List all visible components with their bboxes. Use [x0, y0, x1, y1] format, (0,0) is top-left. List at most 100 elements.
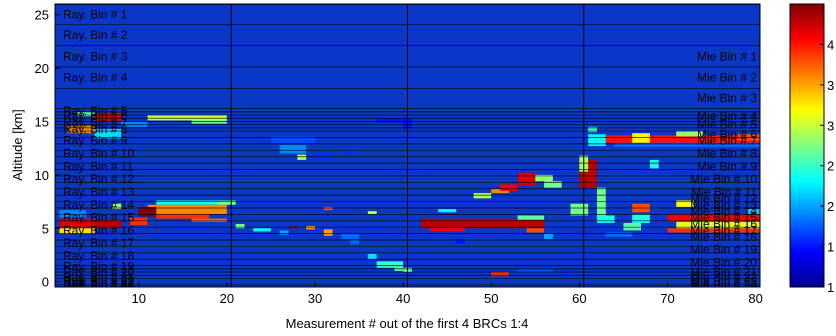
mie-bin-label: Mie Bin # 11: [691, 185, 757, 199]
mie-bin-label: Mie Bin # 7: [697, 134, 757, 148]
mie-bin-label: Mie Bin # 21: [690, 265, 757, 279]
heatmap-cell: [314, 153, 333, 159]
colorbar-tick-label: 1: [827, 240, 834, 255]
heatmap-cell: [297, 154, 307, 160]
x-tick-label: 60: [572, 291, 586, 306]
y-tick-label: 20: [35, 61, 49, 76]
plot-frame: [54, 3, 761, 288]
mie-bin-label: Mie Bin # 5: [697, 118, 757, 132]
mie-bin-label: Mie Bin # 17: [690, 223, 757, 237]
heatmap-cell: [614, 142, 760, 148]
heatmap-cell: [667, 214, 760, 222]
heatmap-cell: [455, 238, 465, 244]
heatmap-cell: [376, 118, 404, 123]
mie-bin-label: Mie Bin # 1: [697, 49, 757, 63]
ray-bin-labels: Ray. Bin # 1 Ray. Bin # 2 Ray. Bin # 3 Ray.…: [63, 8, 134, 290]
brc-separator-lines: [230, 4, 585, 287]
heatmap-cell: [517, 215, 545, 220]
ray-bin-label: Ray. Bin # 3: [63, 49, 128, 63]
x-tick-label: 70: [660, 291, 674, 306]
ray-bin-label: Ray. Bin # 19: [63, 260, 134, 274]
heatmap-cell: [632, 214, 650, 223]
heatmap-cell: [341, 233, 360, 239]
ray-bin-label: Ray. Bin # 4: [63, 71, 128, 85]
x-axis-label: Measurement # out of the first 4 BRCs 1:…: [286, 316, 529, 331]
ray-bin-label: Ray. Bin # 11: [63, 159, 134, 173]
heatmap-cell: [191, 120, 227, 124]
heatmap-cell: [323, 229, 333, 236]
mie-bin-label: Mie Bin # 4: [697, 109, 757, 123]
heatmap-cell: [438, 209, 456, 213]
heatmap-cell: [394, 267, 404, 271]
heatmap-cell: [279, 230, 289, 235]
heatmap-cell: [517, 172, 536, 186]
ray-bin-label: Ray. Bin # 7: [63, 116, 128, 130]
ray-bin-label: Ray. Bin # 23: [63, 276, 134, 290]
mie-bin-label: Mie Bin # 20: [690, 255, 757, 269]
mie-bin-label: Mie Bin # 24: [690, 278, 757, 292]
heatmap-cell: [306, 226, 315, 230]
colorbar-ticks: 1 1 2 2 3 3 4: [820, 37, 834, 295]
heatmap-cell: [94, 112, 122, 122]
ray-bin-label: Ray. Bin # 2: [63, 28, 128, 42]
ray-bin-label: Ray. Bin # 10: [63, 147, 134, 161]
ray-bin-label: Ray. Bin # 20: [63, 265, 134, 279]
colorbar-tick-label: 1: [827, 280, 834, 295]
mie-bin-label: Mie Bin # 22: [690, 270, 757, 284]
ray-bin-label: Ray. Bin # 17: [63, 236, 134, 250]
mie-bin-label: Mie Bin # 18: [690, 230, 757, 244]
mie-bin-label: Mie Bin # 12: [690, 191, 757, 205]
colorbar-tick-label: 3: [827, 78, 834, 93]
heatmap-cell: [667, 228, 760, 233]
heatmap-cell: [605, 232, 633, 237]
y-axis-label: Altitude [km]: [10, 109, 25, 181]
mie-bin-label: Mie Bin # 23: [690, 275, 757, 289]
heatmap-cell: [526, 228, 545, 233]
colorbar-tick-label: 3: [827, 118, 834, 133]
heatmap-cell: [596, 187, 606, 218]
heatmap-cell: [535, 174, 553, 182]
heatmap-cell: [279, 144, 307, 154]
ray-bin-label: Ray. Bin # 22: [63, 274, 134, 288]
mie-bin-label: Mie Bin # 9: [697, 159, 757, 173]
colorbar-tick-label: 4: [827, 37, 834, 52]
ray-bin-label: Ray. Bin # 5: [63, 104, 128, 118]
x-tick-label: 40: [396, 291, 410, 306]
heatmap-cell: [676, 200, 694, 207]
y-tick-label: 5: [42, 221, 49, 236]
heatmap-cell: [156, 214, 210, 219]
heatmap-cell: [605, 135, 760, 143]
mie-bin-label: Mie Bin # 2: [697, 71, 757, 85]
heatmap-cells: [59, 111, 760, 277]
heatmap-cell: [746, 209, 760, 215]
heatmap-cell: [676, 221, 760, 229]
y-tick-label: 15: [35, 114, 49, 129]
heatmap-cell: [561, 272, 571, 277]
heatmap-cell: [68, 125, 95, 134]
heatmap-cell: [235, 223, 245, 229]
x-axis-ticks: 10 20 30 40 50 60 70 80: [131, 282, 763, 306]
heatmap-cell: [500, 184, 518, 191]
mie-bin-label: Mie Bin # 13: [690, 198, 757, 212]
mie-bin-label: Mie Bin # 15: [690, 211, 757, 225]
heatmap-cell: [94, 219, 122, 229]
heatmap-cell: [517, 268, 553, 273]
heatmap-cell: [649, 159, 659, 169]
heatmap-cell: [147, 115, 227, 121]
x-tick-label: 10: [131, 291, 145, 306]
heatmap-cell: [94, 128, 122, 139]
ray-bin-label: Ray. Bin # 9: [63, 134, 128, 148]
ray-bin-label: Ray. Bin # 18: [63, 249, 134, 263]
heatmap-cell: [270, 136, 315, 143]
heatmap-cell: [429, 228, 465, 232]
y-tick-label: 10: [35, 168, 49, 183]
heatmap-cell: [376, 261, 404, 268]
ray-bin-label: Ray. Bin # 21: [63, 270, 134, 284]
mie-bin-label: Mie Bin # 19: [690, 243, 757, 257]
heatmap-cell: [341, 149, 360, 154]
colorbar-gradient: [789, 3, 825, 288]
x-tick-label: 30: [308, 291, 322, 306]
heatmap-cell: [129, 217, 148, 226]
heatmap-cell: [588, 134, 606, 147]
